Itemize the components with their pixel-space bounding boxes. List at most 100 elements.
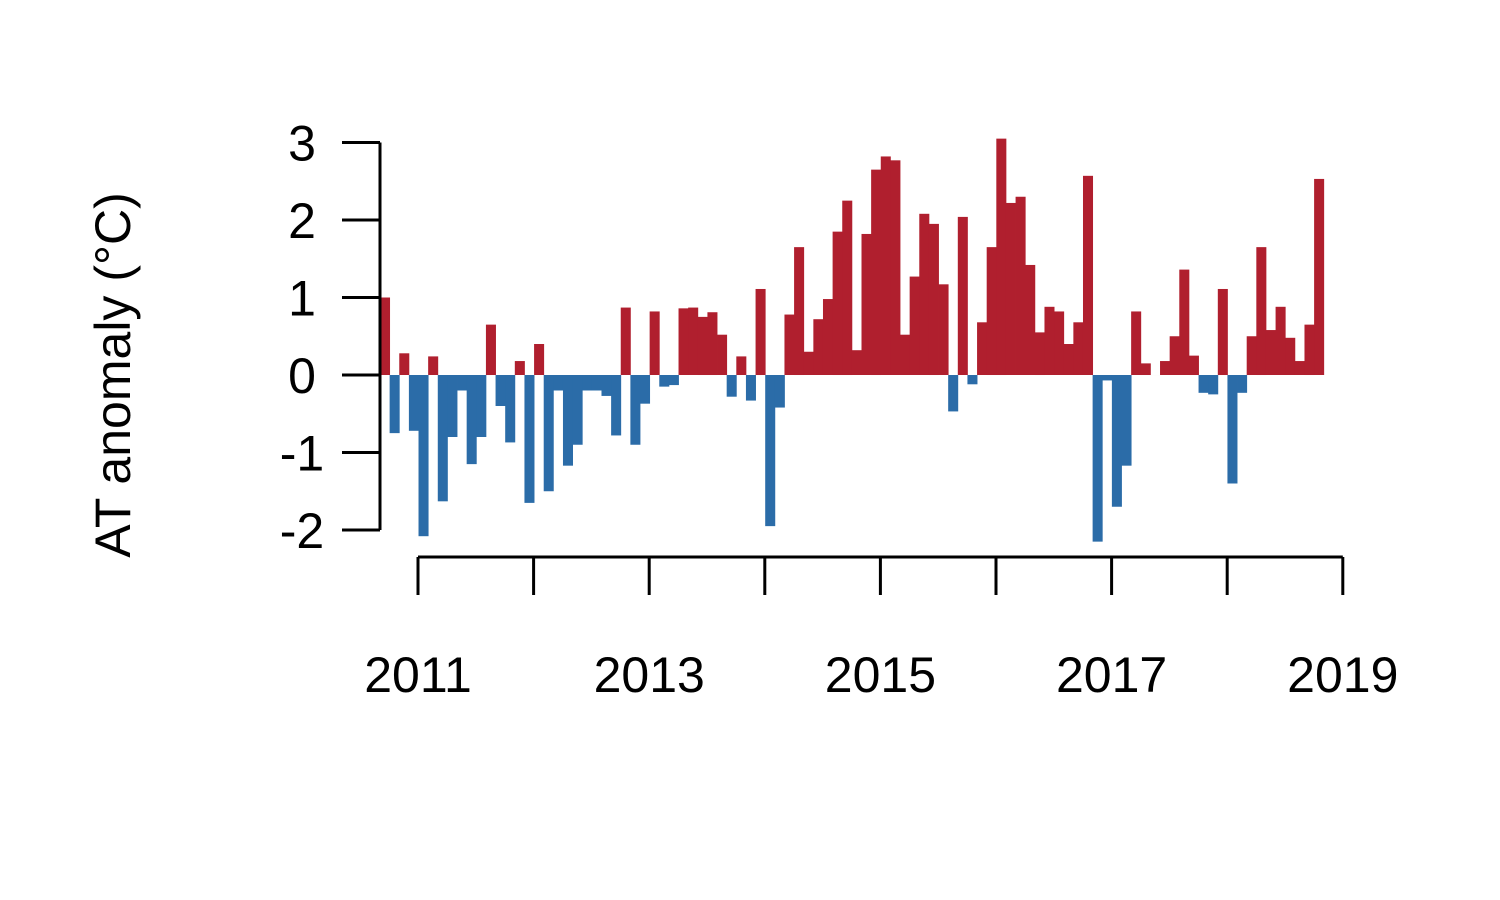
bar-2017-05 xyxy=(1131,311,1142,375)
bar-2012-07 xyxy=(572,375,583,445)
bar-2015-07 xyxy=(919,213,930,375)
bar-2013-05 xyxy=(668,375,679,386)
bar-2011-10 xyxy=(485,324,496,376)
x-axis: 2011 2013 2015 2017 2019 xyxy=(364,555,1398,703)
y-tick-label: 1 xyxy=(288,271,316,327)
bar-2011-07 xyxy=(457,375,468,391)
bar-2012-10 xyxy=(601,375,612,396)
bar-2011-08 xyxy=(466,375,477,465)
bar-2013-11 xyxy=(726,375,737,397)
bar-2012-11 xyxy=(611,375,622,436)
bar-2014-10 xyxy=(832,231,843,376)
bar-2016-08 xyxy=(1044,306,1055,375)
bar-2012-01 xyxy=(514,361,525,375)
bar-2013-04 xyxy=(659,375,670,387)
bar-2017-02 xyxy=(1102,375,1113,381)
bar-2018-07 xyxy=(1265,330,1276,375)
bar-2011-03 xyxy=(418,375,429,537)
bar-2015-06 xyxy=(909,276,920,375)
bar-2015-05 xyxy=(900,334,911,375)
bar-2013-09 xyxy=(707,312,718,376)
bar-2014-09 xyxy=(822,299,834,375)
bar-2018-03 xyxy=(1227,375,1238,484)
y-axis: 3 2 1 0 -1 -2 xyxy=(280,116,382,559)
bar-2016-07 xyxy=(1034,332,1045,376)
bar-2017-11 xyxy=(1188,355,1199,376)
bar-2011-11 xyxy=(495,375,506,406)
bar-2014-05 xyxy=(784,314,795,375)
bar-2011-05 xyxy=(437,375,448,502)
bar-2016-09 xyxy=(1054,311,1065,375)
bar-2011-02 xyxy=(408,375,419,431)
bar-2015-03 xyxy=(880,156,891,375)
bar-2018-02 xyxy=(1217,288,1228,376)
bar-2013-03 xyxy=(649,311,660,375)
bar-2015-11 xyxy=(957,216,968,375)
bar-2017-04 xyxy=(1121,375,1132,466)
bar-2012-04 xyxy=(543,375,554,492)
bar-2017-03 xyxy=(1111,375,1122,507)
bar-2014-07 xyxy=(803,351,814,375)
bar-2014-11 xyxy=(842,200,853,376)
bar-2017-12 xyxy=(1198,375,1209,393)
bar-2013-01 xyxy=(630,375,641,445)
y-tick-label: 0 xyxy=(288,348,316,404)
y-axis-title: AT anomaly (°C) xyxy=(85,192,141,557)
bar-2012-03 xyxy=(534,344,545,375)
bar-2016-04 xyxy=(1005,202,1016,375)
bar-2012-08 xyxy=(582,375,593,391)
bar-2011-01 xyxy=(399,353,410,375)
bar-2018-11 xyxy=(1304,324,1315,376)
bar-2016-03 xyxy=(996,138,1007,376)
bar-2016-11 xyxy=(1073,322,1084,375)
y-tick-label: -2 xyxy=(280,503,324,559)
x-tick-label: 2015 xyxy=(825,647,936,703)
bar-series xyxy=(380,138,1325,542)
bar-2010-12 xyxy=(389,375,400,434)
bar-2017-10 xyxy=(1179,269,1190,375)
bar-2014-12 xyxy=(851,350,862,375)
bar-2016-12 xyxy=(1082,175,1094,375)
x-tick-label: 2017 xyxy=(1056,647,1167,703)
bar-2012-09 xyxy=(591,375,602,391)
bar-2015-12 xyxy=(967,375,978,385)
x-tick-label: 2011 xyxy=(364,647,472,703)
bar-2012-12 xyxy=(620,307,631,375)
bar-2016-02 xyxy=(986,247,997,376)
bar-2014-06 xyxy=(794,247,805,376)
bar-2016-01 xyxy=(977,322,988,375)
bar-2010-11 xyxy=(380,297,391,375)
bar-2017-09 xyxy=(1169,336,1180,375)
bar-2014-08 xyxy=(813,319,824,375)
bar-2011-09 xyxy=(476,375,487,437)
bar-2011-06 xyxy=(447,375,458,437)
bar-2018-10 xyxy=(1294,361,1305,375)
bar-2018-08 xyxy=(1275,306,1286,375)
bar-2012-05 xyxy=(553,375,564,391)
bar-2014-04 xyxy=(774,375,785,408)
y-tick-label: 2 xyxy=(288,193,316,249)
bar-2013-12 xyxy=(736,356,747,375)
bar-2016-10 xyxy=(1063,344,1074,375)
bar-2014-02 xyxy=(755,288,766,376)
bar-2015-01 xyxy=(861,233,872,375)
x-tick-label: 2013 xyxy=(594,647,705,703)
bar-2013-07 xyxy=(688,307,699,375)
x-tick-label: 2019 xyxy=(1287,647,1398,703)
bar-2011-04 xyxy=(428,356,439,375)
bar-2012-06 xyxy=(562,375,573,466)
bar-2018-01 xyxy=(1208,375,1219,395)
bar-2011-12 xyxy=(505,375,516,443)
bar-2015-04 xyxy=(890,160,901,375)
bar-2016-05 xyxy=(1015,196,1026,375)
bar-2015-02 xyxy=(871,169,882,376)
bar-2017-06 xyxy=(1140,363,1151,376)
bar-2017-01 xyxy=(1092,375,1103,542)
bar-2018-05 xyxy=(1246,336,1257,375)
bar-2015-08 xyxy=(928,223,939,376)
bar-2017-08 xyxy=(1160,361,1171,375)
bar-2016-06 xyxy=(1025,264,1036,375)
bar-2018-09 xyxy=(1285,337,1296,375)
bar-2013-02 xyxy=(640,375,651,404)
